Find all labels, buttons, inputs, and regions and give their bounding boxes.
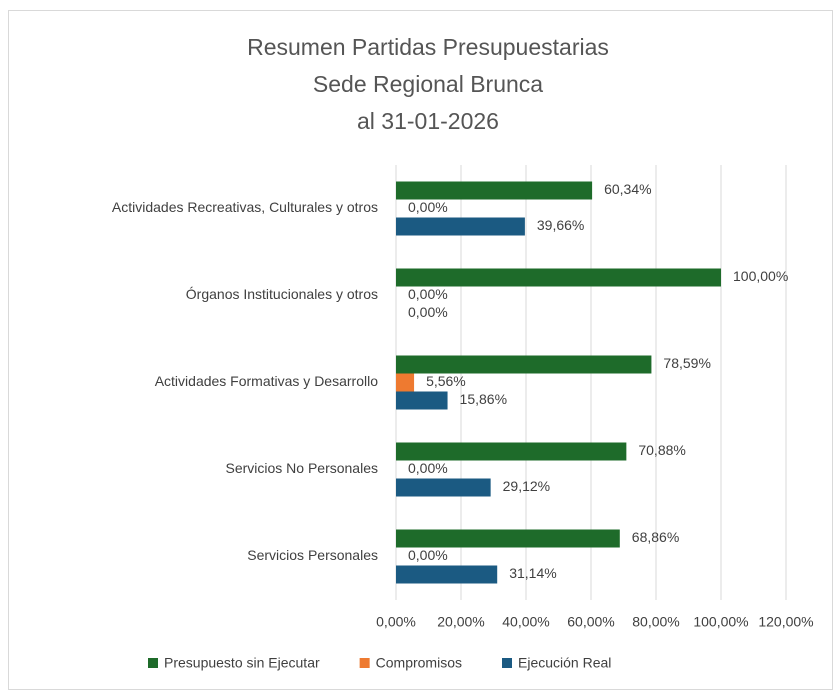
data-label: 78,59% <box>663 355 710 371</box>
data-label: 39,66% <box>537 217 584 233</box>
legend-swatch <box>502 658 512 668</box>
bar <box>396 478 491 497</box>
y-tick-label: Servicios Personales <box>247 547 378 563</box>
data-label: 15,86% <box>460 391 507 407</box>
bar <box>396 565 498 584</box>
bar <box>396 442 627 461</box>
bar <box>396 529 620 548</box>
legend-label: Presupuesto sin Ejecutar <box>164 655 320 671</box>
data-label: 0,00% <box>408 286 448 302</box>
bar <box>396 355 652 374</box>
x-tick-label: 100,00% <box>693 614 748 630</box>
y-tick-label: Actividades Formativas y Desarrollo <box>155 373 379 389</box>
x-tick-label: 120,00% <box>758 614 813 630</box>
x-tick-label: 60,00% <box>567 614 614 630</box>
bar <box>396 181 593 200</box>
data-label: 29,12% <box>503 478 550 494</box>
chart-title: al 31-01-2026 <box>357 108 499 134</box>
data-label: 0,00% <box>408 199 448 215</box>
chart-title: Resumen Partidas Presupuestarias <box>247 34 609 60</box>
y-tick-label: Actividades Recreativas, Culturales y ot… <box>112 199 378 215</box>
chart-title: Sede Regional Brunca <box>313 71 543 97</box>
bar <box>396 217 525 236</box>
x-tick-label: 40,00% <box>502 614 549 630</box>
legend-swatch <box>359 658 370 668</box>
bar <box>396 391 448 410</box>
data-label: 0,00% <box>408 304 448 320</box>
data-label: 70,88% <box>638 442 685 458</box>
legend-label: Compromisos <box>376 655 462 671</box>
data-label: 31,14% <box>509 565 556 581</box>
y-tick-label: Servicios No Personales <box>225 460 378 476</box>
legend-swatch <box>148 658 158 668</box>
bar <box>396 373 415 392</box>
x-tick-label: 0,00% <box>376 614 416 630</box>
legend-label: Ejecución Real <box>518 655 611 671</box>
data-label: 60,34% <box>604 181 651 197</box>
x-tick-label: 80,00% <box>632 614 679 630</box>
x-tick-label: 20,00% <box>437 614 484 630</box>
bar <box>396 268 721 287</box>
data-label: 0,00% <box>408 460 448 476</box>
data-label: 100,00% <box>733 268 788 284</box>
data-label: 68,86% <box>632 529 679 545</box>
y-tick-label: Órganos Institucionales y otros <box>186 286 378 302</box>
data-label: 5,56% <box>426 373 466 389</box>
data-label: 0,00% <box>408 547 448 563</box>
